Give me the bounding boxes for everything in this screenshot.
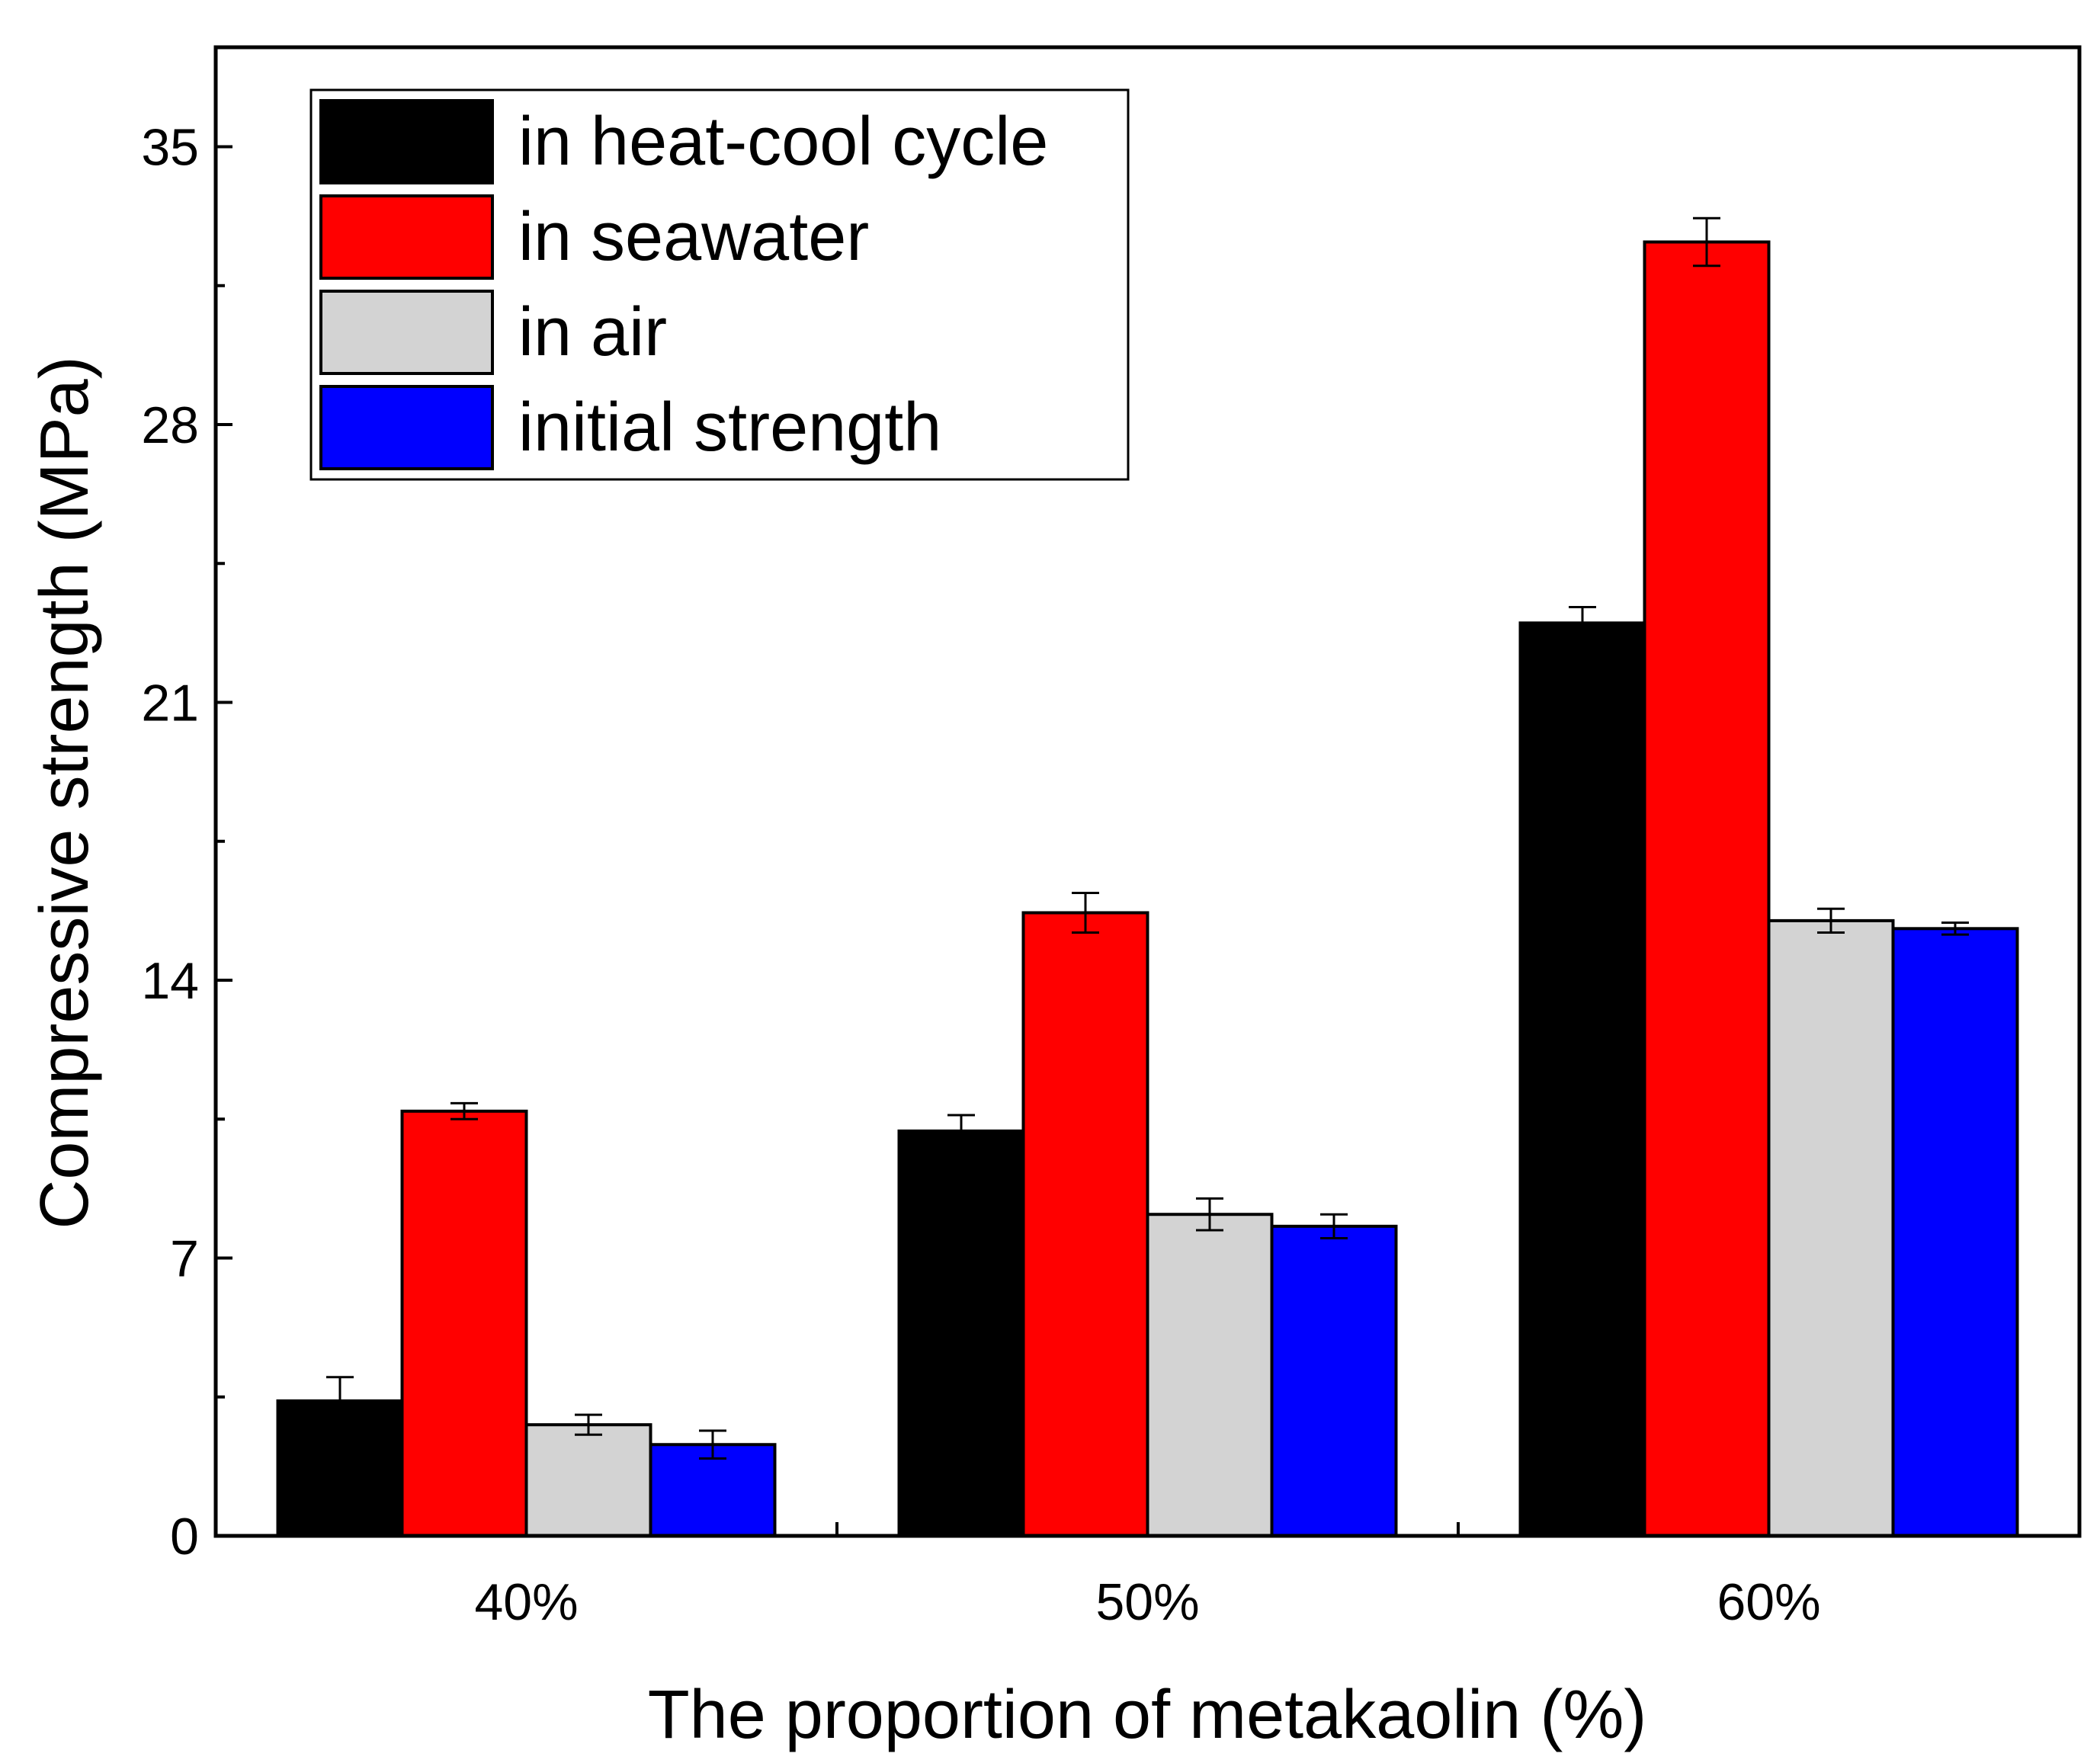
error-bar (575, 1413, 602, 1436)
y-tick-label: 0 (170, 1508, 199, 1566)
y-tick-label: 35 (141, 119, 199, 177)
y-tick-label: 7 (170, 1230, 199, 1288)
legend-swatch (319, 194, 494, 280)
error-bar (326, 1376, 354, 1426)
y-tick-label: 21 (141, 675, 199, 732)
bar (1270, 1224, 1398, 1538)
bars-layer (276, 216, 2019, 1538)
x-axis-label: The proportion of metakaolin (%) (648, 1677, 1647, 1753)
legend-label: in seawater (518, 199, 869, 275)
legend-swatch (319, 290, 494, 375)
legend-label: initial strength (518, 389, 941, 466)
legend-label: in air (518, 294, 667, 370)
bar (1021, 911, 1149, 1537)
error-bar (1072, 891, 1099, 934)
legend: in heat-cool cycle in seawater in air initi… (309, 88, 1130, 481)
error-bar (450, 1101, 478, 1120)
bar (400, 1109, 528, 1537)
error-bar (1320, 1213, 1348, 1239)
plot-frame (213, 45, 2082, 1538)
error-bar (1569, 606, 1596, 640)
error-bar (1817, 907, 1845, 934)
error-bar (1941, 921, 1969, 936)
legend-swatch (319, 385, 494, 470)
x-tick-label: 50% (1095, 1573, 1199, 1631)
x-tick-label: 60% (1717, 1573, 1820, 1631)
bar (1146, 1213, 1274, 1537)
bar (1518, 621, 1646, 1537)
bar (1891, 927, 2019, 1537)
legend-swatch (319, 99, 494, 184)
error-bar (947, 1114, 975, 1149)
y-tick-label: 14 (141, 952, 199, 1010)
bar (1767, 918, 1895, 1537)
axis-ticks: 0 7 14 21 28 35 40% 50% 60% (141, 119, 1820, 1632)
y-axis-label: Compressive strength (MPa) (27, 356, 103, 1229)
bar (897, 1129, 1025, 1538)
x-tick-label: 40% (474, 1573, 578, 1631)
error-bar (699, 1429, 726, 1460)
error-bar (1196, 1197, 1223, 1232)
y-tick-label: 28 (141, 396, 199, 454)
error-bar (1693, 216, 1720, 268)
bar (524, 1423, 652, 1537)
legend-label: in heat-cool cycle (518, 104, 1048, 180)
bar (1643, 240, 1771, 1537)
